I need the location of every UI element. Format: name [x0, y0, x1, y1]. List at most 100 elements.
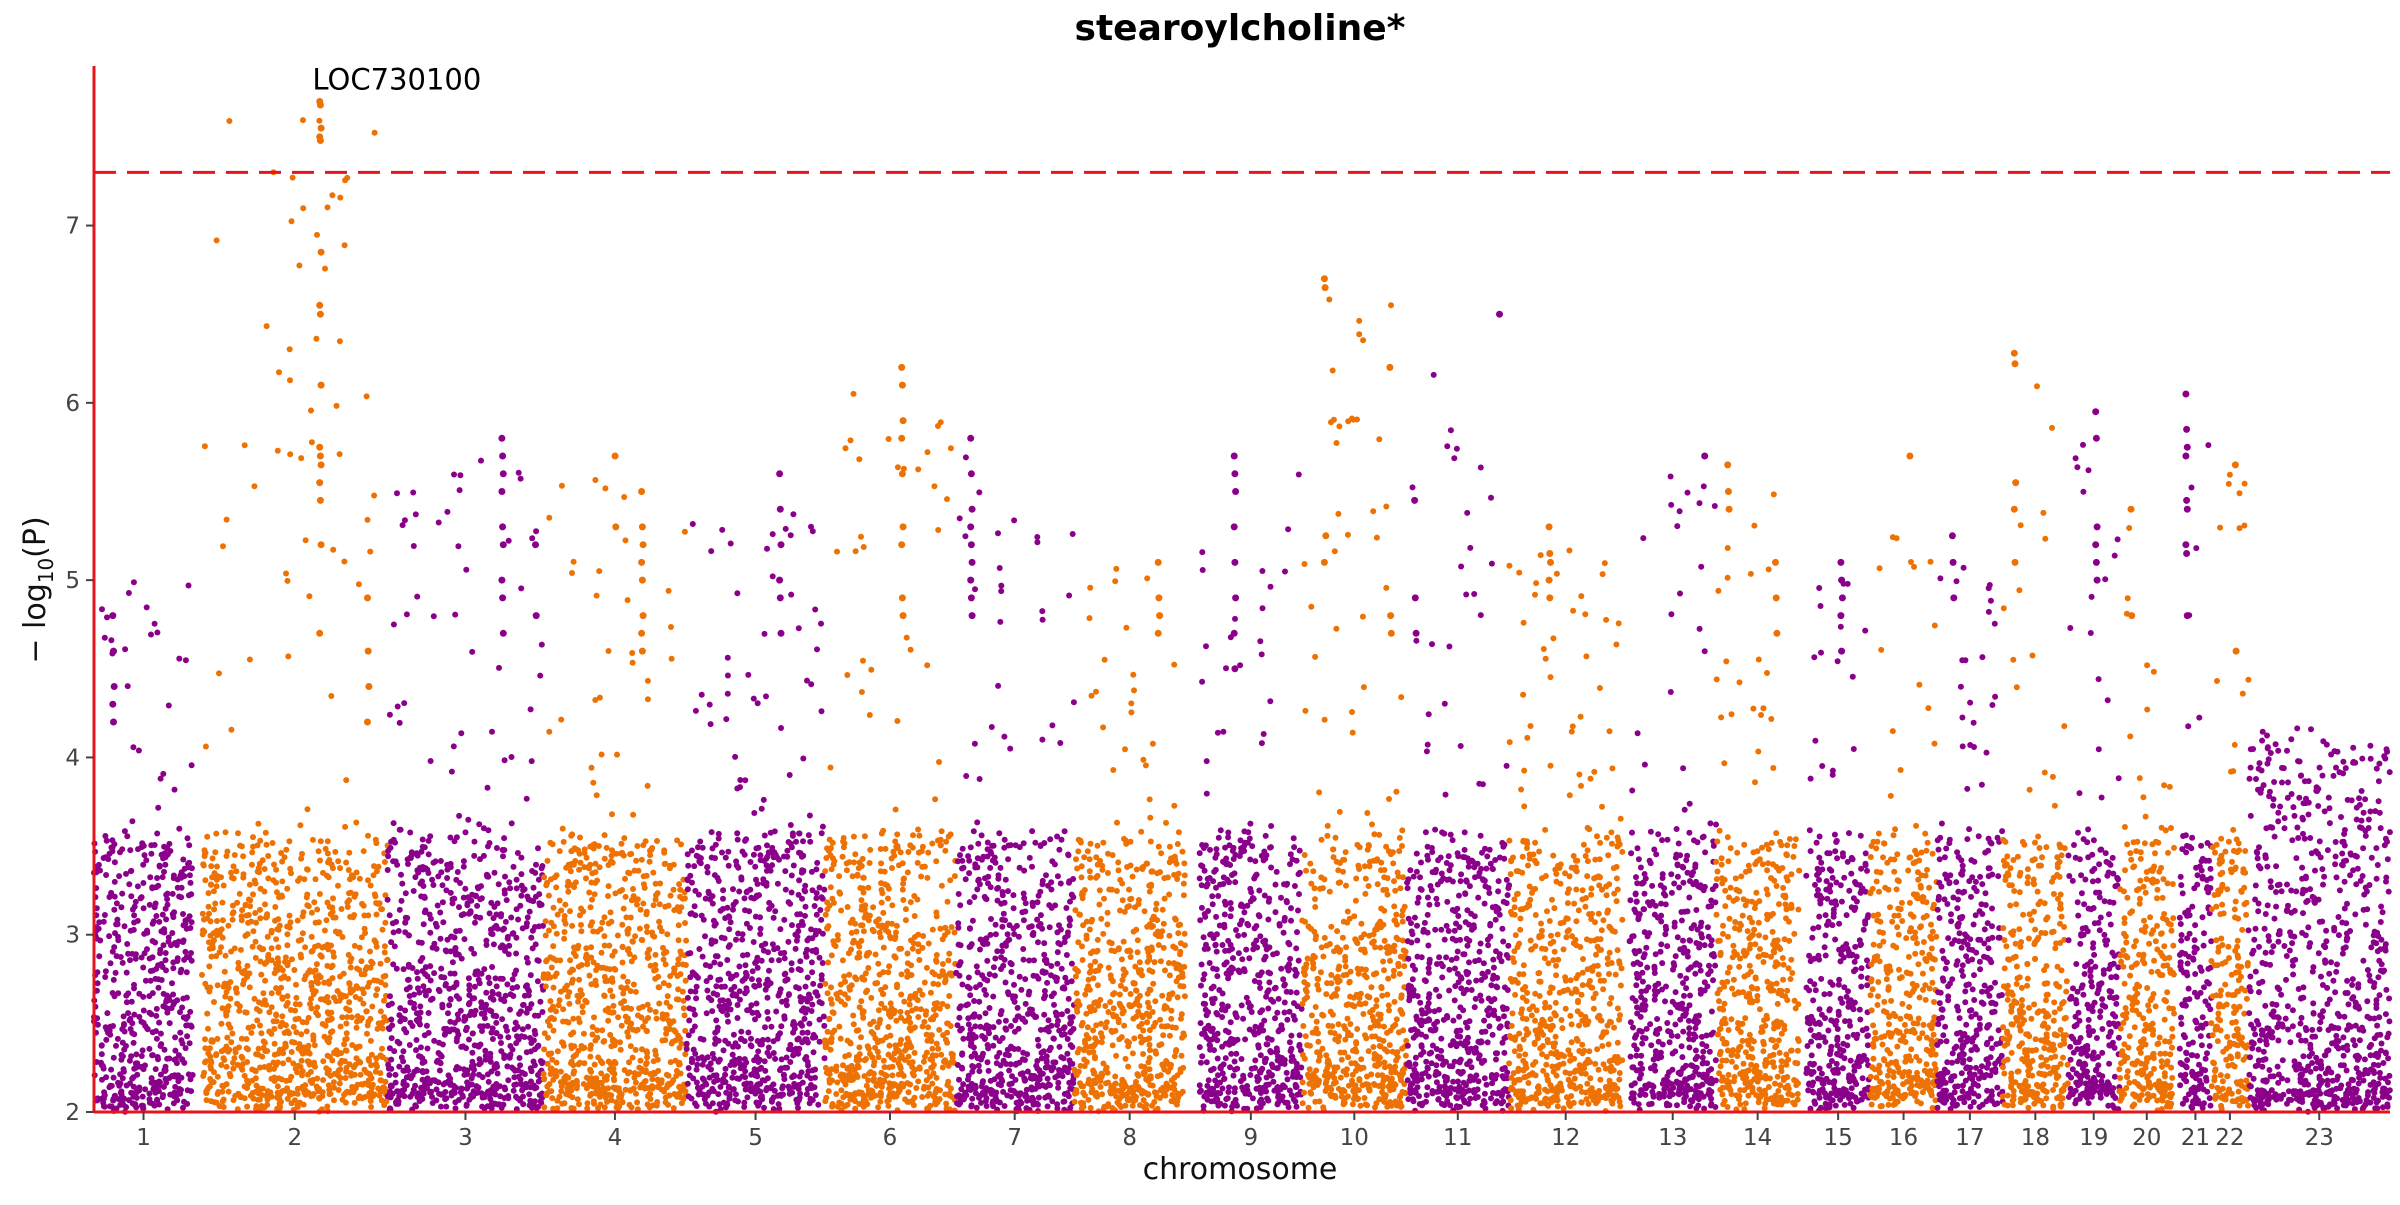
data-point — [808, 1082, 814, 1088]
data-point — [214, 863, 220, 870]
data-point — [261, 866, 268, 872]
data-point — [573, 1051, 579, 1058]
data-point — [1069, 531, 1076, 537]
data-point — [325, 859, 331, 866]
data-point — [956, 1076, 962, 1083]
data-point — [601, 992, 608, 999]
data-point — [186, 842, 193, 849]
data-point — [374, 986, 381, 993]
data-point — [287, 377, 293, 384]
data-point — [461, 1071, 468, 1078]
data-point — [245, 1046, 251, 1053]
data-point — [817, 907, 824, 913]
data-point — [608, 1092, 615, 1099]
data-point — [933, 858, 940, 865]
data-point — [242, 902, 249, 909]
data-point — [381, 943, 388, 950]
data-point — [271, 1076, 278, 1082]
data-point — [295, 877, 301, 884]
data-point — [878, 1000, 885, 1007]
data-point — [836, 1023, 843, 1030]
data-point — [588, 764, 595, 771]
data-point — [787, 822, 794, 828]
data-point — [394, 861, 401, 868]
data-point — [665, 587, 672, 594]
data-point — [973, 1104, 980, 1111]
data-point — [833, 991, 840, 998]
data-point — [152, 1089, 159, 1096]
data-point — [323, 1065, 330, 1072]
data-point — [956, 515, 963, 522]
data-point — [100, 855, 107, 861]
data-point — [156, 1101, 163, 1108]
data-point — [330, 895, 336, 902]
data-point — [149, 920, 156, 927]
data-point — [132, 955, 139, 962]
data-point — [396, 1012, 403, 1019]
data-point — [971, 740, 978, 747]
data-point — [256, 1008, 263, 1015]
data-point — [557, 1068, 564, 1075]
data-point — [300, 117, 306, 124]
data-point — [872, 980, 879, 987]
data-point — [969, 1095, 976, 1102]
data-point — [169, 980, 175, 987]
data-point — [161, 929, 168, 936]
data-point — [1026, 988, 1033, 995]
data-point — [415, 939, 422, 946]
data-point — [537, 672, 544, 679]
data-point — [764, 1009, 771, 1015]
data-point — [273, 866, 280, 873]
data-point — [611, 948, 618, 955]
data-point — [907, 842, 914, 849]
data-point — [510, 863, 517, 870]
data-point — [377, 1070, 384, 1077]
data-point — [170, 965, 177, 972]
data-point — [339, 1014, 346, 1021]
data-point — [716, 1003, 723, 1010]
data-point — [995, 1018, 1002, 1025]
data-point — [394, 490, 400, 497]
data-point — [456, 904, 462, 911]
data-point — [977, 946, 983, 953]
data-point — [865, 965, 872, 971]
data-point — [207, 1076, 214, 1082]
data-point — [152, 975, 159, 982]
data-point — [268, 927, 275, 934]
data-point — [660, 944, 666, 951]
data-point — [554, 1105, 561, 1112]
data-point — [351, 893, 358, 900]
data-point — [724, 1100, 730, 1107]
data-point — [853, 1054, 860, 1060]
data-point — [845, 1052, 852, 1058]
data-point — [750, 695, 757, 702]
data-point — [680, 1005, 687, 1012]
data-point — [539, 1009, 546, 1015]
data-point — [587, 1042, 594, 1049]
data-point — [771, 849, 778, 856]
data-point — [965, 1001, 971, 1008]
data-point — [134, 917, 141, 924]
data-point — [374, 977, 381, 984]
data-point — [665, 902, 672, 909]
data-point — [222, 993, 229, 1000]
data-point — [630, 811, 637, 818]
data-point — [800, 995, 806, 1002]
data-point — [588, 879, 595, 886]
data-point — [823, 1094, 830, 1101]
data-point — [568, 1082, 575, 1089]
data-point — [550, 984, 557, 991]
data-point — [691, 863, 698, 870]
data-point — [590, 1081, 597, 1088]
data-point — [419, 864, 426, 870]
data-point — [663, 1071, 670, 1078]
data-point — [716, 1056, 723, 1063]
data-point — [317, 952, 324, 959]
data-point — [933, 952, 940, 958]
data-point — [807, 1075, 814, 1082]
data-point — [1016, 1092, 1022, 1099]
data-point — [436, 1067, 443, 1074]
data-point — [397, 1005, 404, 1012]
data-point — [518, 871, 525, 878]
data-point — [1017, 1071, 1024, 1077]
